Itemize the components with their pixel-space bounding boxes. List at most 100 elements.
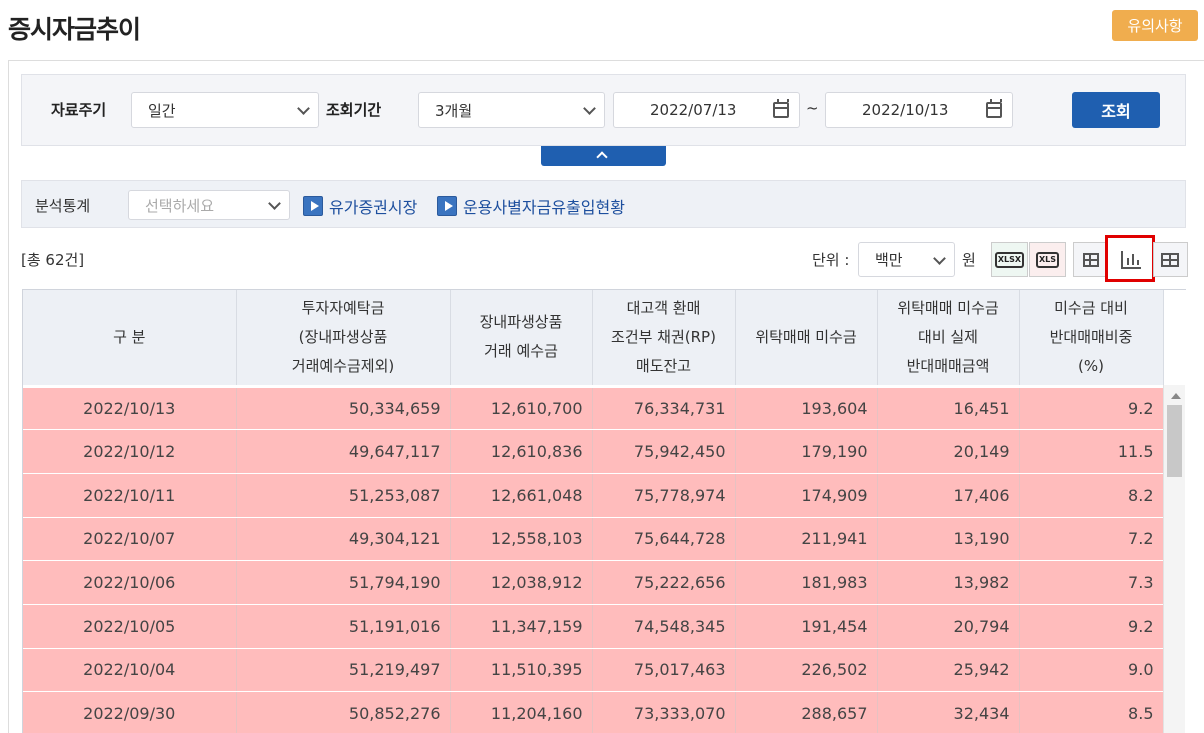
chart-view-icon[interactable] [1105,235,1155,282]
table-row[interactable]: 2022/09/30 50,852,276 11,204,160 73,333,070… [23,691,1164,733]
date-to-value: 2022/10/13 [862,101,949,119]
data-table: 구 분 투자자예탁금 (장내파생상품 거래예수금제외) 장내파생상품 거래 예수금 대고객 … [22,289,1186,733]
table-view-icon[interactable] [1153,242,1188,277]
value-cell: 7.3 [1019,560,1164,605]
value-cell: 75,017,463 [592,648,736,693]
value-cell: 226,502 [735,648,878,693]
grid-view-icon[interactable] [1073,242,1108,277]
total-count: [총 62건] [21,251,85,269]
value-cell: 51,219,497 [236,648,451,693]
chevron-down-icon [268,197,281,210]
column-header-line: 반대매매금액 [906,356,990,375]
page-title: 증시자금추이 [8,15,141,44]
value-cell: 288,657 [735,691,878,733]
value-cell: 12,661,048 [450,473,593,518]
unit-suffix: 원 [962,251,976,269]
notice-button[interactable]: 유의사항 [1112,10,1198,41]
column-header: 대고객 환매 조건부 채권(RP) 매도잔고 [592,290,736,387]
value-cell: 12,610,700 [450,384,593,431]
period-select[interactable]: 일간 [131,92,319,128]
date-cell: 2022/10/06 [23,560,237,605]
column-header: 구 분 [23,290,237,387]
link-fund-flow-by-manager[interactable]: 운용사별자금유출입현황 [437,194,625,218]
table-row[interactable]: 2022/10/06 51,794,190 12,038,912 75,222,656… [23,560,1164,605]
link-fund-flow-label: 운용사별자금유출입현황 [463,198,625,217]
table-body: 2022/10/13 50,334,659 12,610,700 76,334,731… [23,384,1164,733]
date-cell: 2022/09/30 [23,691,237,733]
value-cell: 32,434 [877,691,1020,733]
scroll-thumb[interactable] [1167,405,1182,477]
table-row[interactable]: 2022/10/12 49,647,117 12,610,836 75,942,450… [23,429,1164,474]
analysis-select[interactable]: 선택하세요 [128,190,290,220]
date-cell: 2022/10/13 [23,384,237,431]
date-to-input[interactable]: 2022/10/13 [825,92,1013,128]
column-header-line: (%) [1078,356,1104,375]
calendar-icon[interactable] [986,99,1002,118]
value-cell: 12,558,103 [450,517,593,562]
value-cell: 20,149 [877,429,1020,474]
column-header-line: 조건부 채권(RP) [611,327,716,346]
chevron-down-icon [933,252,946,265]
xls-download-icon[interactable]: XLS [1029,242,1066,277]
column-header-line: 미수금 대비 [1054,298,1128,317]
value-cell: 25,942 [877,648,1020,693]
unit-select-value: 백만 [875,251,903,269]
table-row[interactable]: 2022/10/11 51,253,087 12,661,048 75,778,974… [23,473,1164,518]
search-button[interactable]: 조회 [1072,92,1160,128]
content-frame [8,60,1204,733]
column-header-line: 대비 실제 [918,327,978,346]
value-cell: 50,852,276 [236,691,451,733]
xlsx-download-icon[interactable]: XLSX [991,242,1028,277]
range-select[interactable]: 3개월 [418,92,605,128]
value-cell: 73,333,070 [592,691,736,733]
value-cell: 13,190 [877,517,1020,562]
collapse-panel-button[interactable] [541,146,666,166]
value-cell: 13,982 [877,560,1020,605]
value-cell: 174,909 [735,473,878,518]
value-cell: 74,548,345 [592,604,736,649]
value-cell: 75,942,450 [592,429,736,474]
value-cell: 12,038,912 [450,560,593,605]
value-cell: 75,644,728 [592,517,736,562]
analysis-label: 분석통계 [35,197,91,215]
column-header-line: 거래 예수금 [484,342,558,361]
value-cell: 8.5 [1019,691,1164,733]
value-cell: 193,604 [735,384,878,431]
table-scrollbar[interactable] [1163,385,1185,733]
scroll-up-icon[interactable] [1171,393,1181,399]
value-cell: 12,610,836 [450,429,593,474]
value-cell: 11,347,159 [450,604,593,649]
date-from-input[interactable]: 2022/07/13 [613,92,800,128]
value-cell: 211,941 [735,517,878,562]
chevron-up-icon [596,151,608,163]
value-cell: 9.2 [1019,384,1164,431]
chevron-down-icon [297,102,310,115]
table-header: 구 분 투자자예탁금 (장내파생상품 거래예수금제외) 장내파생상품 거래 예수금 대고객 … [23,290,1164,387]
link-securities-market[interactable]: 유가증권시장 [303,194,417,218]
table-row[interactable]: 2022/10/07 49,304,121 12,558,103 75,644,728… [23,517,1164,562]
date-cell: 2022/10/12 [23,429,237,474]
date-cell: 2022/10/11 [23,473,237,518]
column-header-line: 반대매매비중 [1049,327,1133,346]
value-cell: 49,647,117 [236,429,451,474]
period-label: 자료주기 [51,101,107,119]
value-cell: 8.2 [1019,473,1164,518]
column-header-line: 대고객 환매 [626,298,701,317]
value-cell: 11,510,395 [450,648,593,693]
range-label: 조회기간 [326,101,382,119]
column-header-line: 구 분 [113,327,146,346]
table-row[interactable]: 2022/10/05 51,191,016 11,347,159 74,548,345… [23,604,1164,649]
unit-select[interactable]: 백만 [858,242,955,277]
table-row[interactable]: 2022/10/13 50,334,659 12,610,700 76,334,731… [23,384,1164,431]
value-cell: 75,222,656 [592,560,736,605]
value-cell: 17,406 [877,473,1020,518]
column-header-line: 위탁매매 미수금 [897,298,999,317]
value-cell: 50,334,659 [236,384,451,431]
calendar-icon[interactable] [773,99,789,118]
table-row[interactable]: 2022/10/04 51,219,497 11,510,395 75,017,463… [23,648,1164,693]
range-select-value: 3개월 [435,101,473,120]
unit-label: 단위 : [812,251,850,269]
column-header-line: 투자자예탁금 [301,298,385,317]
